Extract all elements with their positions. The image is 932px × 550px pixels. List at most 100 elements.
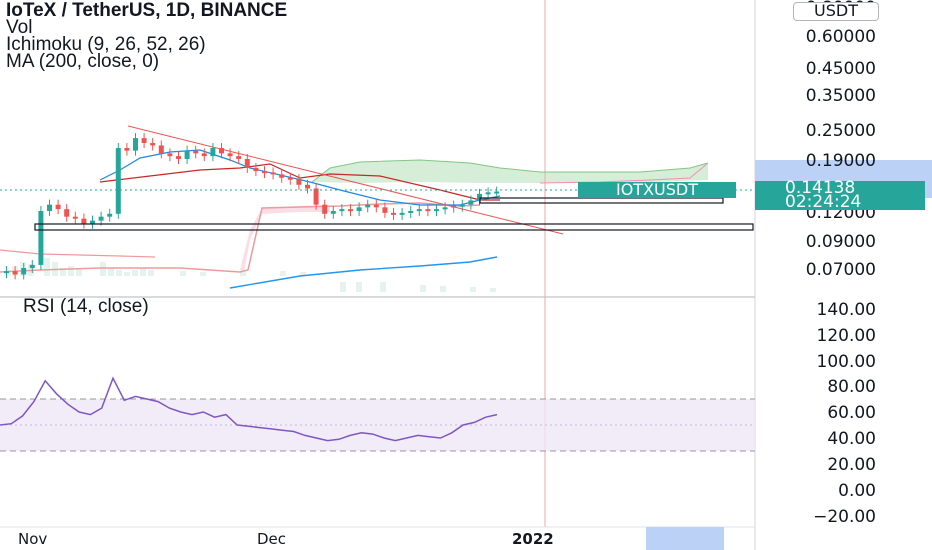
rsi-series-line xyxy=(0,376,498,442)
candles xyxy=(4,133,500,280)
rsi-tick-label: 0.00 xyxy=(838,481,876,501)
trendline xyxy=(127,125,564,235)
candle-body xyxy=(47,204,52,211)
candle-body xyxy=(348,209,353,212)
rsi-tick-label: 40.00 xyxy=(827,429,876,449)
rsi-label[interactable]: RSI (14, close) xyxy=(23,296,149,317)
last-price-countdown: 02:24:24 xyxy=(785,192,862,212)
candle-body xyxy=(176,156,181,159)
candle-body xyxy=(12,271,18,275)
last-price-tag: 0.14138 02:24:24 xyxy=(755,178,925,212)
volume-bar xyxy=(200,272,206,276)
volume-bar xyxy=(148,270,154,276)
price-tick-label: 0.25000 xyxy=(805,121,876,141)
candle-body xyxy=(373,204,379,208)
candle-body xyxy=(425,209,431,212)
rsi-tick-label: 140.00 xyxy=(816,300,876,320)
legend-vol[interactable]: Vol xyxy=(6,17,33,38)
candle-body xyxy=(494,191,500,194)
candle-body xyxy=(55,204,61,210)
candle-body xyxy=(339,209,345,212)
volume-bar xyxy=(100,262,106,276)
candle-body xyxy=(115,148,121,214)
kijun-left xyxy=(0,249,156,258)
chart-legend: IoTeX / TetherUS, 1D, BINANCE Vol Ichimo… xyxy=(6,0,288,72)
volume-bar xyxy=(490,288,496,292)
candle-body xyxy=(219,148,224,154)
candle-body xyxy=(330,210,336,214)
candle-body xyxy=(416,209,422,212)
volume-bar xyxy=(108,268,114,276)
kijun-sen xyxy=(99,163,500,201)
candle-body xyxy=(167,153,173,157)
candle-body xyxy=(296,179,302,185)
symbol-tag: IOTXUSDT xyxy=(578,182,736,198)
volume-bar xyxy=(60,268,66,276)
candle-body xyxy=(468,200,474,205)
candle-body xyxy=(244,158,250,168)
legend-ma[interactable]: MA (200, close, 0) xyxy=(6,51,160,72)
time-label-dec: Dec xyxy=(257,530,287,548)
candle-body xyxy=(434,209,439,212)
last-price-value: 0.14138 xyxy=(785,178,856,198)
volume-bar xyxy=(280,271,286,276)
price-tick-label: 0.19000 xyxy=(805,151,876,171)
volume-bar xyxy=(356,282,362,292)
candle-body xyxy=(365,204,371,208)
volume-bar xyxy=(420,285,426,292)
candle-body xyxy=(38,210,44,265)
candle-body xyxy=(408,210,414,213)
ichimoku-cloud xyxy=(240,159,709,272)
candle-body xyxy=(399,212,405,215)
candle-body xyxy=(184,150,190,159)
time-label-nov: Nov xyxy=(18,530,48,548)
volume-bar xyxy=(470,287,476,292)
candle-body xyxy=(485,192,491,195)
rsi-line xyxy=(0,376,498,442)
legend-ichimoku[interactable]: Ichimoku (9, 26, 52, 26) xyxy=(6,34,206,55)
candle-body xyxy=(133,138,138,151)
currency-button[interactable]: USDT xyxy=(793,2,879,21)
candle-body xyxy=(442,207,448,210)
volume-bar xyxy=(180,271,186,276)
kumo-bullish xyxy=(312,160,708,183)
ma-200 xyxy=(229,256,498,289)
legend-title[interactable]: IoTeX / TetherUS, 1D, BINANCE xyxy=(6,0,288,21)
volume-bar xyxy=(440,286,446,292)
candle-body xyxy=(141,138,147,143)
rsi-tick-label: 20.00 xyxy=(827,455,876,475)
volume-bar xyxy=(44,258,50,276)
candle-body xyxy=(90,220,95,224)
candle-body xyxy=(107,213,113,217)
candle-body xyxy=(158,145,164,154)
candle-body xyxy=(193,150,199,154)
candle-body xyxy=(210,148,216,157)
drawings xyxy=(0,125,755,235)
candle-body xyxy=(313,188,319,205)
candle-body xyxy=(262,171,267,174)
candle-body xyxy=(236,156,242,159)
candle-body xyxy=(81,218,87,224)
candle-body xyxy=(21,268,27,275)
senkou-a xyxy=(311,159,709,183)
time-axis-highlight xyxy=(646,527,724,550)
volume-bar xyxy=(380,282,386,292)
price-tick-label: 0.07000 xyxy=(805,260,876,280)
rsi-tick-label: −20.00 xyxy=(813,507,876,527)
candle-body xyxy=(391,212,396,215)
volume-bar xyxy=(76,268,82,276)
chikou-span xyxy=(0,202,481,273)
candle-body xyxy=(29,264,35,268)
rsi-band xyxy=(0,398,755,452)
volume-bar xyxy=(140,268,146,276)
volume-bars xyxy=(5,258,496,292)
candle-body xyxy=(72,216,78,219)
rsi-tick-label: 120.00 xyxy=(816,326,876,346)
resistance-zone-rect xyxy=(479,197,724,204)
price-tick-label: 0.45000 xyxy=(805,59,876,79)
price-tick-label: 0.35000 xyxy=(805,86,876,106)
volume-bar xyxy=(124,272,130,276)
candle-body xyxy=(4,271,9,274)
grid xyxy=(0,0,756,550)
